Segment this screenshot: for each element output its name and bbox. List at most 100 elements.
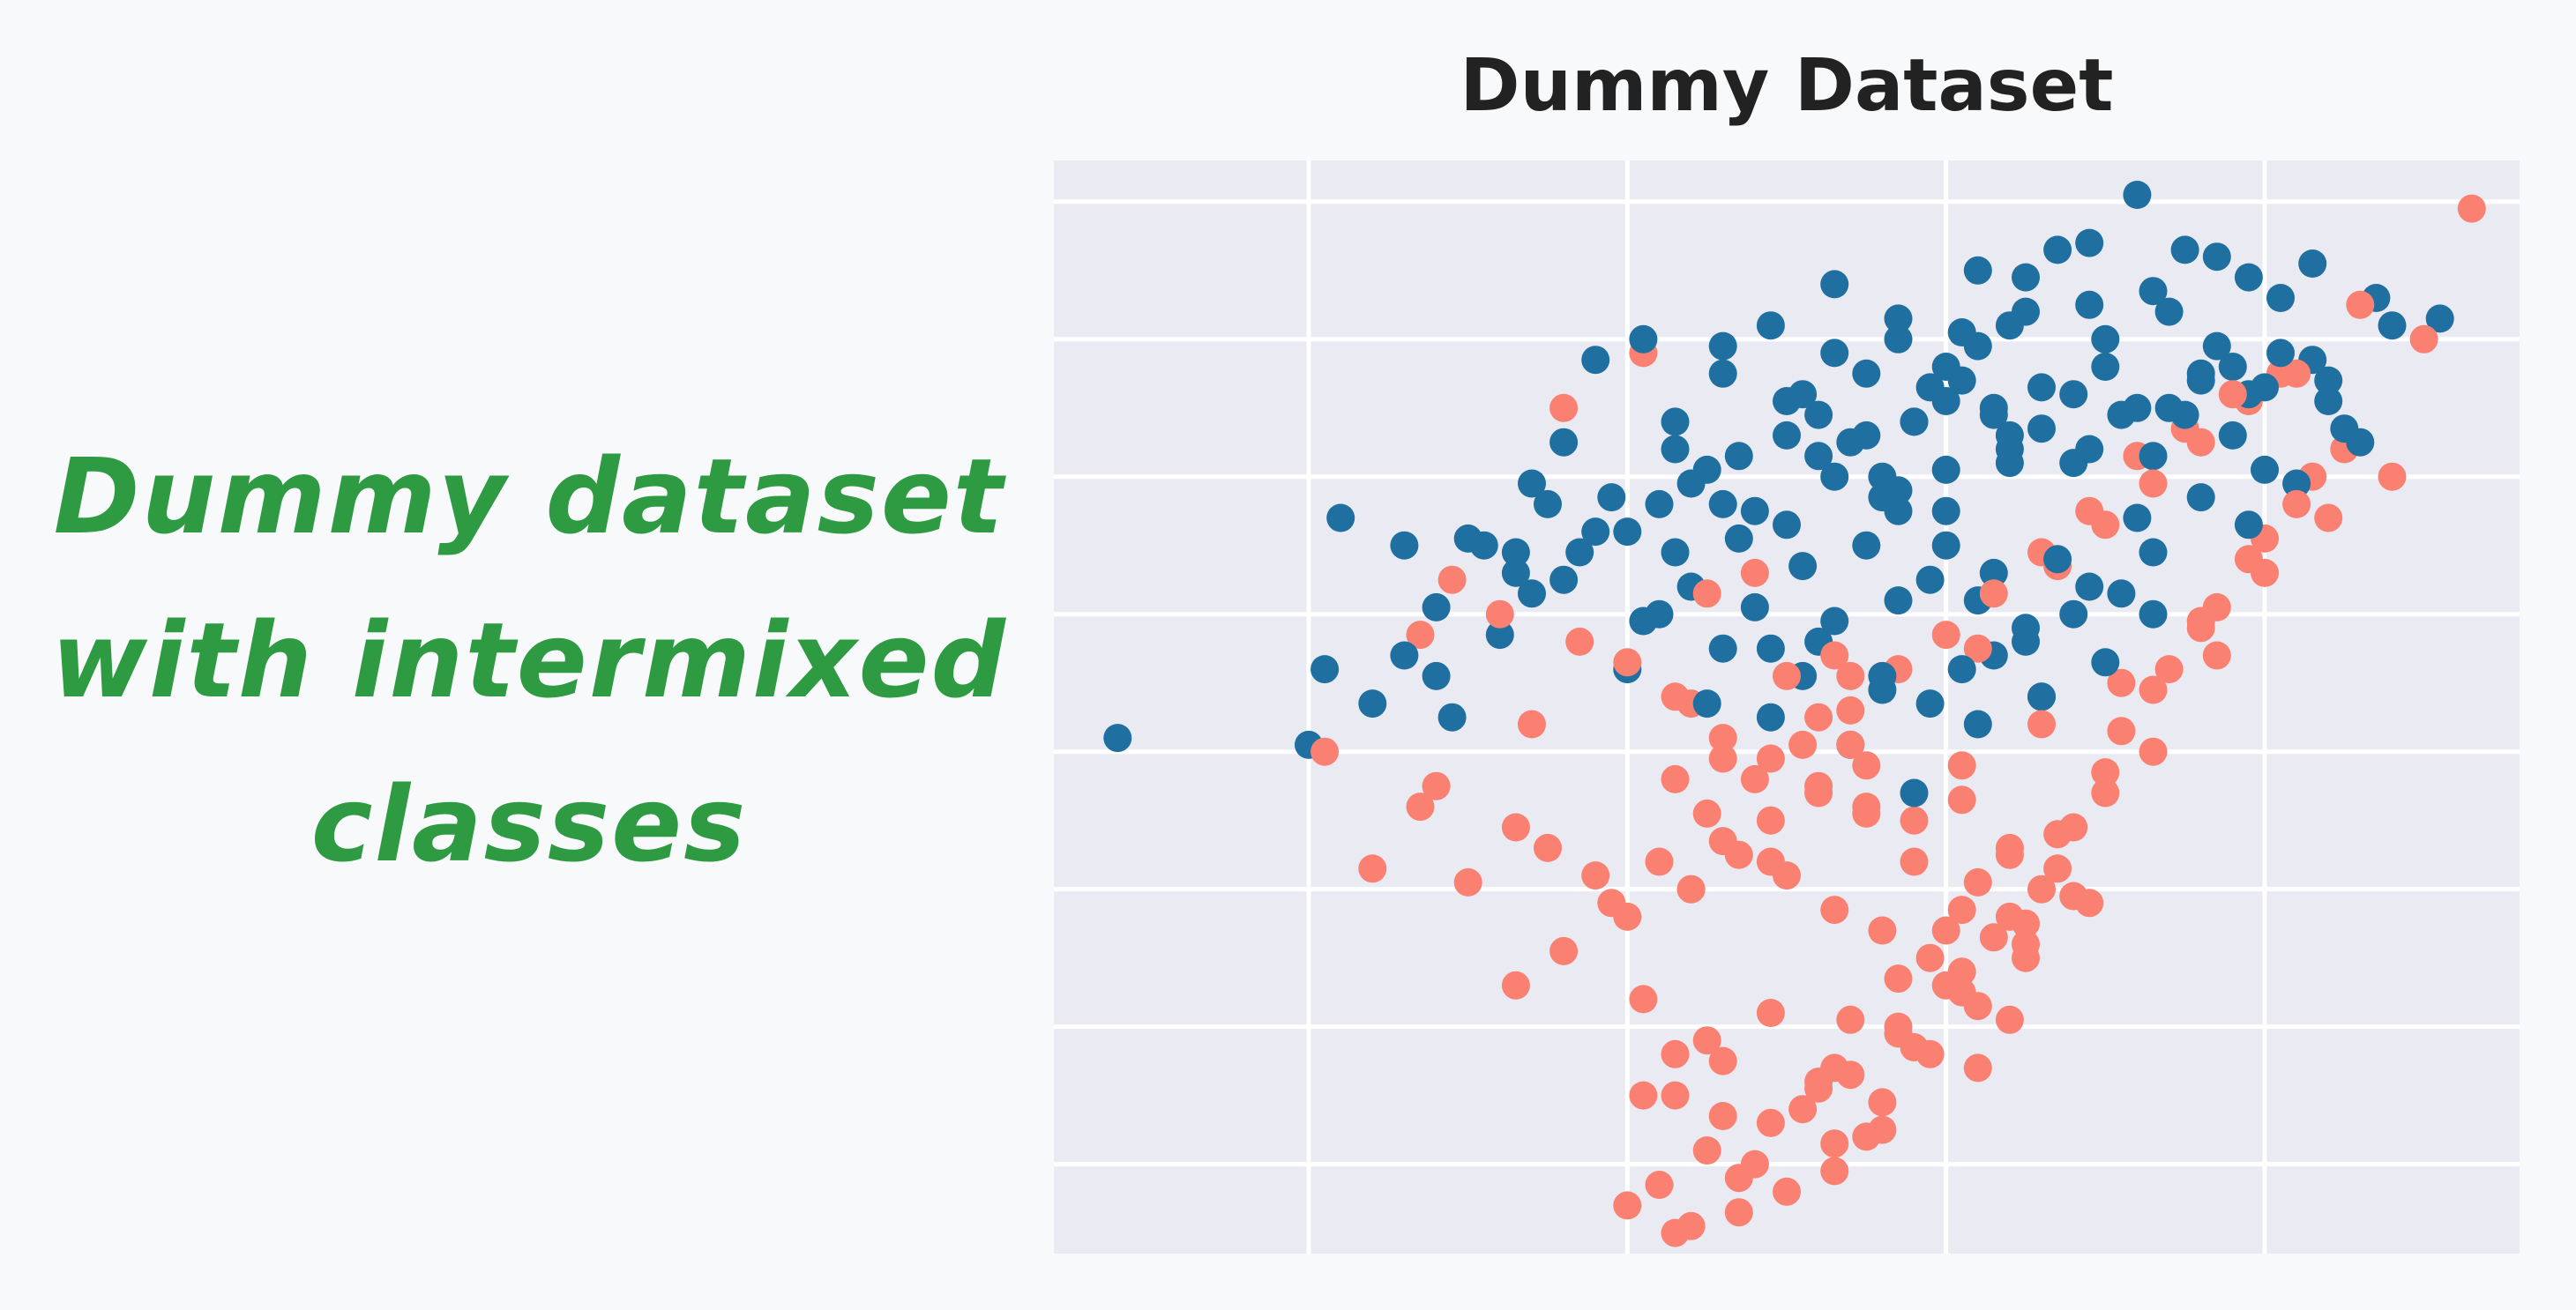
point-salmon: [1549, 393, 1579, 422]
point-salmon: [1406, 621, 1435, 650]
point-salmon: [1979, 923, 2008, 952]
point-salmon: [1613, 902, 1642, 931]
point-blue: [1852, 421, 1881, 450]
point-blue: [2012, 627, 2040, 656]
point-blue: [2234, 263, 2263, 292]
point-salmon: [1756, 847, 1785, 876]
point-salmon: [1963, 867, 1992, 897]
point-blue: [1915, 565, 1945, 594]
point-blue: [2091, 353, 2120, 381]
point-blue: [1708, 331, 1737, 361]
point-salmon: [1708, 744, 1737, 773]
point-salmon: [1629, 985, 1658, 1014]
point-salmon: [1804, 703, 1833, 732]
annotation-line-2: with intermixed: [50, 599, 1008, 721]
point-blue: [1979, 400, 2008, 429]
point-blue: [2091, 648, 2120, 677]
point-blue: [2059, 449, 2088, 478]
point-salmon: [2202, 641, 2231, 670]
point-salmon: [1900, 847, 1929, 876]
point-salmon: [1852, 799, 1881, 828]
point-blue: [1868, 661, 1897, 690]
point-blue: [2107, 400, 2136, 429]
point-salmon: [2154, 655, 2184, 684]
point-blue: [1358, 689, 1387, 718]
point-salmon: [1740, 764, 1769, 793]
point-salmon: [1676, 1211, 1706, 1240]
point-blue: [1868, 462, 1897, 491]
point-blue: [1963, 256, 1992, 285]
point-blue: [1740, 496, 1769, 525]
point-salmon: [1820, 1129, 1849, 1158]
point-blue: [1692, 689, 1721, 718]
point-blue: [1773, 510, 1801, 540]
point-blue: [1518, 469, 1546, 498]
point-blue: [1804, 400, 1833, 429]
plot-area: [1054, 160, 2520, 1254]
point-blue: [2123, 503, 2152, 532]
point-salmon: [2186, 428, 2215, 457]
point-blue: [2234, 510, 2263, 540]
point-blue: [2378, 311, 2407, 340]
point-salmon: [2107, 717, 2136, 746]
point-salmon: [1581, 861, 1610, 890]
point-salmon: [2409, 324, 2438, 354]
plot-background: [1054, 160, 2520, 1254]
point-blue: [2314, 387, 2343, 415]
point-blue: [2330, 414, 2359, 443]
point-salmon: [1963, 992, 1992, 1021]
point-blue: [2298, 249, 2327, 278]
point-blue: [1422, 592, 1451, 622]
point-salmon: [1788, 1095, 1818, 1124]
point-blue: [2251, 455, 2279, 484]
point-salmon: [1804, 1074, 1833, 1103]
point-salmon: [1947, 896, 1976, 925]
point-salmon: [1884, 1019, 1913, 1048]
point-blue: [2139, 599, 2168, 629]
point-blue: [1437, 703, 1467, 732]
point-blue: [1645, 489, 1674, 518]
point-blue: [1868, 483, 1897, 512]
point-blue: [2170, 400, 2199, 429]
point-blue: [1422, 661, 1451, 690]
point-salmon: [2202, 592, 2231, 622]
point-salmon: [2107, 668, 2136, 697]
point-blue: [1708, 359, 1737, 388]
point-salmon: [1804, 778, 1833, 808]
point-blue: [2059, 380, 2088, 409]
point-salmon: [1708, 724, 1737, 753]
point-salmon: [1740, 1150, 1769, 1179]
point-blue: [1629, 324, 1658, 354]
point-salmon: [2457, 194, 2486, 223]
point-blue: [2139, 442, 2168, 471]
point-blue: [1103, 724, 1132, 753]
point-blue: [1581, 517, 1610, 547]
point-blue: [1534, 489, 1562, 518]
point-blue: [1884, 304, 1913, 333]
point-blue: [1565, 538, 1594, 567]
point-blue: [2075, 290, 2104, 319]
point-blue: [1931, 455, 1960, 484]
point-blue: [1931, 531, 1960, 560]
point-blue: [1852, 531, 1881, 560]
point-blue: [1724, 442, 1753, 471]
point-blue: [1995, 311, 2024, 340]
point-blue: [2186, 359, 2215, 388]
annotation-line-3: classes: [310, 763, 748, 885]
point-blue: [1963, 710, 1992, 739]
point-salmon: [1406, 793, 1435, 822]
point-salmon: [1692, 799, 1721, 828]
point-blue: [2186, 483, 2215, 512]
point-blue: [2123, 181, 2152, 209]
point-salmon: [2218, 380, 2247, 409]
point-salmon: [1565, 627, 1594, 656]
point-blue: [2027, 414, 2056, 443]
point-blue: [1613, 517, 1642, 547]
point-blue: [2027, 682, 2056, 711]
point-blue: [1661, 407, 1690, 436]
point-salmon: [1820, 641, 1849, 670]
point-salmon: [1756, 1108, 1785, 1137]
point-blue: [1947, 366, 1976, 395]
point-blue: [2282, 469, 2311, 498]
point-salmon: [1900, 806, 1929, 835]
